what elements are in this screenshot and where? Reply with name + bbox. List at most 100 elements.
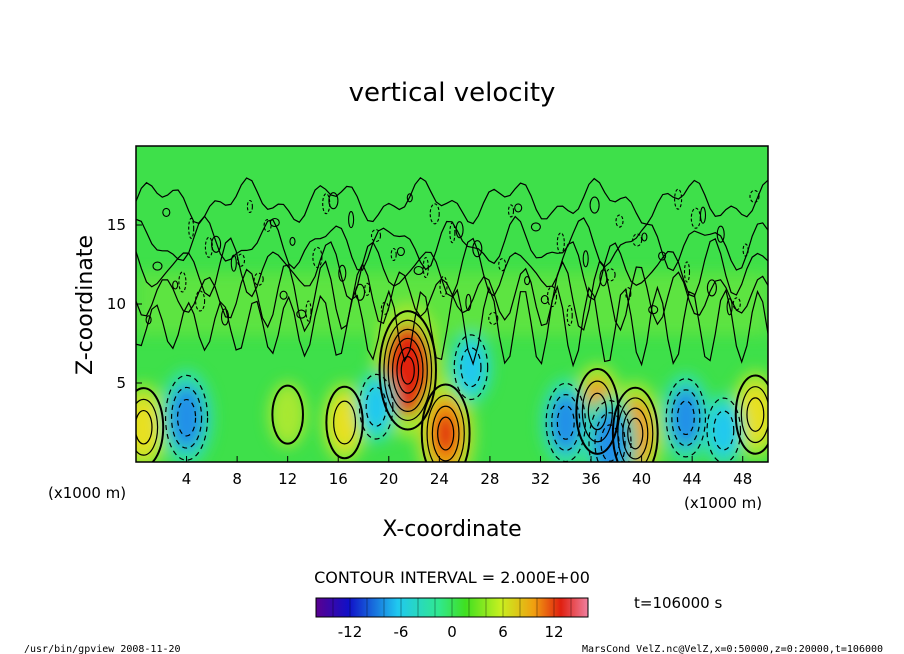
small-contour-cell bbox=[732, 297, 741, 311]
positive-contour bbox=[391, 337, 424, 403]
downdraft-region bbox=[457, 342, 485, 392]
positive-contour bbox=[420, 383, 471, 462]
contour-interval-label: CONTOUR INTERVAL = 2.000E+00 bbox=[314, 568, 590, 587]
zero-contour bbox=[136, 284, 768, 368]
chart-title: vertical velocity bbox=[349, 78, 556, 108]
y-tick-label: 5 bbox=[116, 374, 126, 392]
colorbar-tick-label: 0 bbox=[447, 623, 457, 641]
positive-contour bbox=[627, 417, 644, 450]
positive-contour bbox=[271, 384, 304, 445]
colorbar-tick-label: -6 bbox=[394, 623, 409, 641]
small-contour-cell bbox=[422, 256, 429, 279]
negative-contour bbox=[713, 410, 735, 451]
zero-contour bbox=[136, 237, 768, 302]
x-tick-label: 16 bbox=[329, 470, 348, 488]
positive-contour bbox=[387, 328, 428, 412]
small-contour-cell bbox=[582, 250, 589, 268]
downdraft-region bbox=[549, 392, 582, 453]
colorbar-tick-label: 6 bbox=[498, 623, 508, 641]
updraft-core bbox=[435, 412, 456, 455]
negative-contour bbox=[706, 397, 742, 462]
small-contour-cell bbox=[455, 221, 464, 239]
small-contour-cell bbox=[152, 261, 163, 271]
negative-contour bbox=[365, 386, 387, 427]
updraft-region bbox=[739, 384, 768, 445]
positive-contour bbox=[587, 392, 607, 431]
positive-contour bbox=[575, 368, 620, 455]
x-unit-left: (x1000 m) bbox=[48, 484, 126, 502]
small-contour-cell bbox=[253, 272, 264, 286]
negative-contour bbox=[460, 347, 482, 388]
small-contour-cell bbox=[145, 315, 152, 325]
x-tick-label: 44 bbox=[683, 470, 702, 488]
y-tick-label: 10 bbox=[107, 295, 126, 313]
small-contour-cell bbox=[632, 233, 643, 247]
small-contour-cell bbox=[556, 232, 565, 254]
negative-contour bbox=[556, 405, 575, 440]
small-contour-cell bbox=[211, 235, 222, 253]
negative-contour bbox=[164, 374, 209, 461]
x-tick-label: 28 bbox=[480, 470, 499, 488]
small-contour-cell bbox=[312, 246, 323, 268]
small-contour-cell bbox=[683, 261, 691, 283]
small-contour-cell bbox=[380, 301, 389, 315]
x-tick-label: 8 bbox=[232, 470, 242, 488]
small-contour-cell bbox=[204, 236, 213, 258]
negative-contour bbox=[176, 398, 197, 437]
negative-contour bbox=[170, 386, 203, 449]
y-axis: 5 10 15 bbox=[107, 216, 142, 392]
updraft-region bbox=[275, 392, 301, 437]
x-tick-label: 20 bbox=[379, 470, 398, 488]
small-contour-cell bbox=[524, 276, 531, 286]
positive-contour bbox=[437, 416, 455, 451]
negative-contour bbox=[600, 424, 620, 462]
colorbar-tick-label: 12 bbox=[544, 623, 563, 641]
small-contour-cell bbox=[716, 225, 725, 243]
positive-contour bbox=[426, 394, 465, 462]
small-contour-cell bbox=[706, 279, 717, 297]
x-tick-label: 48 bbox=[733, 470, 752, 488]
y-tick-label: 15 bbox=[107, 216, 126, 234]
zero-contour bbox=[136, 176, 768, 225]
small-contour-cell bbox=[396, 246, 405, 257]
small-contour-cell bbox=[220, 308, 230, 326]
small-contour-cell bbox=[507, 204, 515, 218]
positive-contour bbox=[378, 310, 437, 431]
small-contour-cell bbox=[172, 280, 179, 290]
small-contour-cell bbox=[429, 203, 440, 225]
small-contour-cell bbox=[195, 290, 206, 312]
small-contour-cell bbox=[230, 254, 237, 272]
positive-contour bbox=[396, 346, 420, 394]
positive-contour bbox=[617, 397, 654, 462]
negative-contour bbox=[551, 394, 581, 452]
negative-contour bbox=[594, 412, 626, 462]
colorbar-ticks: -12 -6 0 6 12 bbox=[315, 598, 589, 641]
zero-contour bbox=[136, 215, 768, 272]
downdraft-region bbox=[669, 388, 702, 448]
positive-contour bbox=[740, 386, 768, 444]
small-contour-cell bbox=[439, 275, 448, 298]
x-axis: 4 8 12 16 20 24 28 32 36 40 44 48 bbox=[182, 456, 752, 488]
small-contour-cell bbox=[390, 247, 397, 262]
small-contour-cell bbox=[449, 222, 456, 244]
small-contour-cell bbox=[364, 282, 371, 296]
small-contour-cell bbox=[279, 290, 288, 300]
updraft-core bbox=[396, 344, 420, 396]
small-contour-cell bbox=[589, 196, 600, 214]
negative-contour bbox=[665, 378, 707, 458]
small-contour-cell bbox=[615, 214, 624, 228]
positive-contour bbox=[136, 398, 159, 456]
updraft-region bbox=[329, 395, 360, 450]
downdraft-region bbox=[169, 385, 204, 451]
small-contour-cell bbox=[599, 269, 608, 287]
small-contour-cell bbox=[641, 232, 648, 242]
small-contour-cell bbox=[546, 286, 558, 308]
negative-contour bbox=[453, 334, 489, 401]
positive-contour bbox=[400, 356, 415, 385]
small-contour-cell bbox=[338, 264, 347, 282]
x-unit-right: (x1000 m) bbox=[684, 494, 762, 512]
x-tick-label: 24 bbox=[430, 470, 449, 488]
x-tick-label: 4 bbox=[182, 470, 192, 488]
positive-contour bbox=[431, 405, 460, 462]
small-contour-cell bbox=[289, 236, 296, 246]
